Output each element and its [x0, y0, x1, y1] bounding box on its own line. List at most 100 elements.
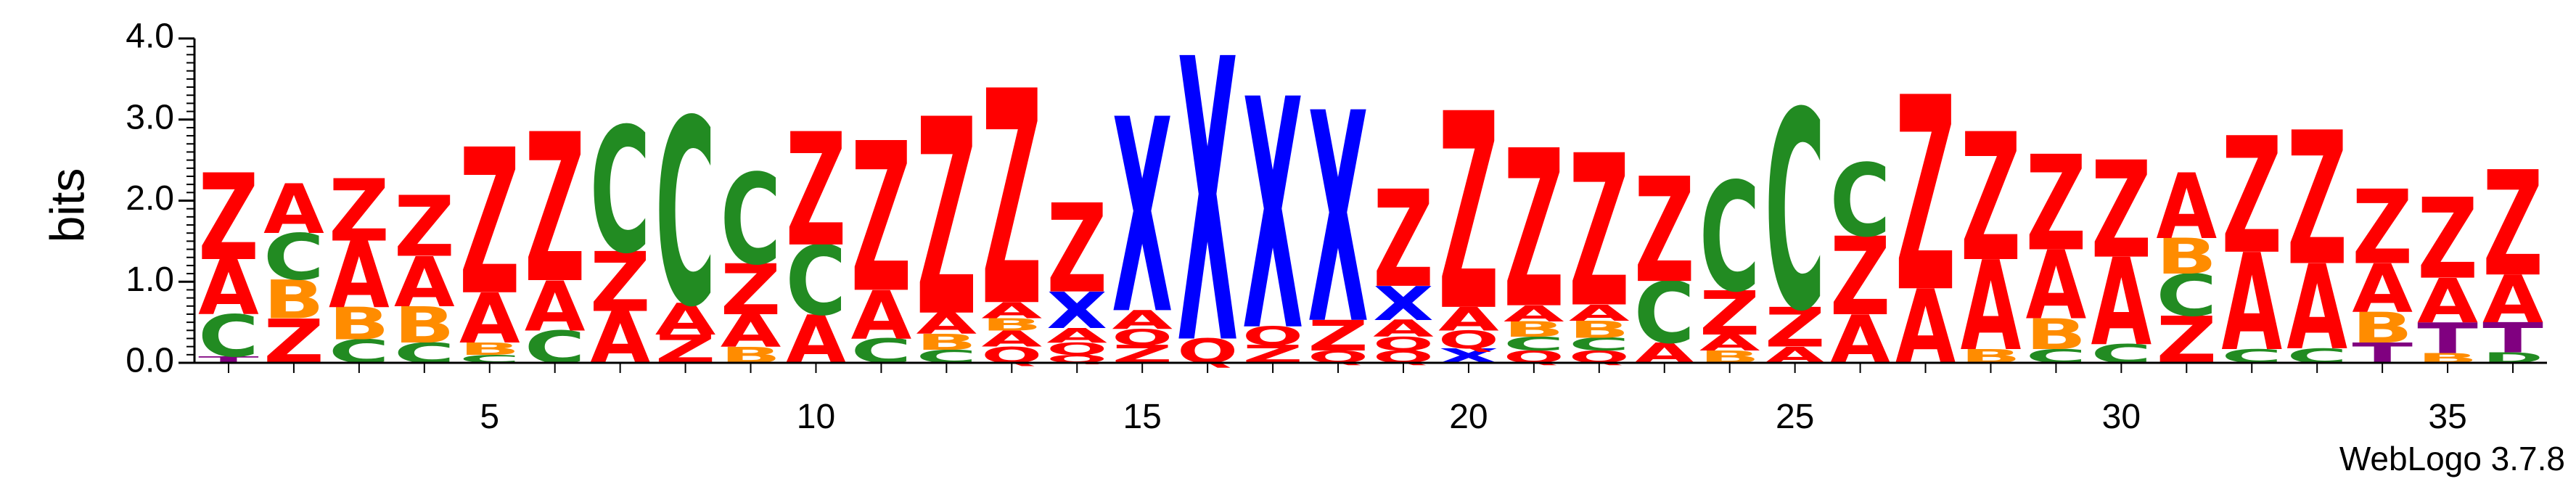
glyph-A: A — [394, 242, 455, 322]
logo-column-6: CAZ — [525, 90, 586, 373]
glyph-Z: Z — [1961, 96, 2022, 300]
glyph-Z: Z — [2286, 94, 2347, 307]
glyph-A: A — [2221, 225, 2282, 381]
logo-column-33: CAZ — [2286, 94, 2347, 377]
logo-column-25: AZC — [1765, 55, 1826, 372]
logo-column-8: ZAC — [655, 65, 716, 372]
glyph-X: X — [1308, 52, 1369, 388]
glyph-Z: Z — [786, 100, 847, 282]
glyph-Q: Q — [1112, 324, 1173, 350]
glyph-Z: Z — [1373, 163, 1434, 318]
glyph-C: C — [655, 65, 716, 363]
logo-column-17: ZQX — [1242, 33, 1303, 401]
glyph-B: B — [916, 329, 977, 356]
glyph-C: C — [590, 91, 651, 292]
glyph-A: A — [2026, 231, 2087, 341]
glyph-A: A — [655, 294, 716, 345]
glyph-Z: Z — [1504, 105, 1564, 357]
glyph-B: B — [329, 298, 390, 350]
glyph-A: A — [1112, 305, 1173, 335]
glyph-X: X — [1046, 282, 1107, 340]
glyph-C: C — [1634, 265, 1695, 363]
glyph-Z: Z — [1569, 111, 1630, 354]
glyph-X: X — [1242, 33, 1303, 401]
glyph-Z: Z — [329, 161, 390, 261]
glyph-Q: Q — [1373, 333, 1434, 355]
glyph-C: C — [786, 226, 847, 337]
glyph-A: A — [1438, 300, 1499, 338]
logo-column-18: QZX — [1308, 52, 1369, 388]
glyph-B: B — [2026, 310, 2087, 359]
glyph-A: A — [1373, 315, 1434, 342]
glyph-C: C — [1504, 333, 1564, 355]
glyph-X: X — [1112, 63, 1173, 373]
x-tick-label: 20 — [1449, 398, 1488, 436]
glyph-A: A — [1569, 300, 1630, 326]
glyph-C: C — [1699, 152, 1760, 326]
x-tick-label: 10 — [797, 398, 835, 436]
y-ticks: 0.0 1.0 2.0 3.0 4.0 — [126, 17, 194, 380]
glyph-Z: Z — [1830, 216, 1891, 340]
glyph-C: C — [198, 303, 259, 370]
logo-column-27: AZ — [1895, 41, 1956, 387]
glyph-C: C — [1569, 335, 1630, 356]
logo-column-32: CAZ — [2221, 104, 2282, 381]
y-tick-label: 3.0 — [126, 98, 174, 136]
glyph-T: T — [2482, 314, 2543, 362]
x-tick-label: 35 — [2428, 398, 2466, 436]
glyph-Z: Z — [1895, 41, 1956, 352]
glyph-A: A — [1961, 234, 2022, 378]
glyph-Q: Q — [1242, 321, 1303, 351]
glyph-A: A — [459, 279, 520, 358]
glyph-A: A — [329, 222, 390, 329]
glyph-C: C — [263, 221, 324, 294]
glyph-A: A — [981, 326, 1042, 352]
glyph-A: A — [851, 276, 912, 354]
logo-column-10: ACZ — [786, 100, 847, 379]
glyph-A: A — [721, 305, 782, 357]
glyph-Z: Z — [394, 179, 455, 276]
glyph-Z: Z — [851, 99, 912, 338]
glyph-Z: Z — [916, 62, 977, 377]
glyph-B: B — [459, 339, 520, 358]
glyph-Q: Q — [1438, 326, 1499, 354]
glyph-A: A — [2286, 241, 2347, 377]
glyph-A: A — [2417, 266, 2478, 337]
glyph-B: B — [263, 269, 324, 332]
glyph-A: A — [198, 245, 259, 333]
x-tick-label: 30 — [2102, 398, 2141, 436]
x-tick-label: 15 — [1123, 398, 1161, 436]
glyph-A: A — [916, 307, 977, 340]
glyph-X: X — [1177, 0, 1238, 431]
glyph-Z: Z — [198, 150, 259, 288]
glyph-Z: Z — [1699, 278, 1760, 349]
glyph-Z: Z — [1438, 56, 1499, 371]
glyph-B: B — [1569, 316, 1630, 343]
glyph-A: A — [2482, 263, 2543, 338]
glyph-A: A — [2352, 250, 2413, 327]
glyph-Z: Z — [459, 107, 520, 340]
x-tick-label: 5 — [480, 398, 499, 436]
glyph-A: A — [1046, 324, 1107, 348]
logo-column-30: CAZ — [2091, 134, 2152, 373]
glyph-C: C — [721, 149, 782, 293]
logo-column-7: AZC — [590, 91, 651, 380]
logo-column-26: AZC — [1830, 143, 1891, 379]
y-tick-label: 0.0 — [126, 342, 174, 380]
glyph-Z: Z — [2417, 174, 2478, 303]
glyph-Z: Z — [1308, 311, 1369, 361]
glyph-A: A — [1504, 300, 1564, 327]
